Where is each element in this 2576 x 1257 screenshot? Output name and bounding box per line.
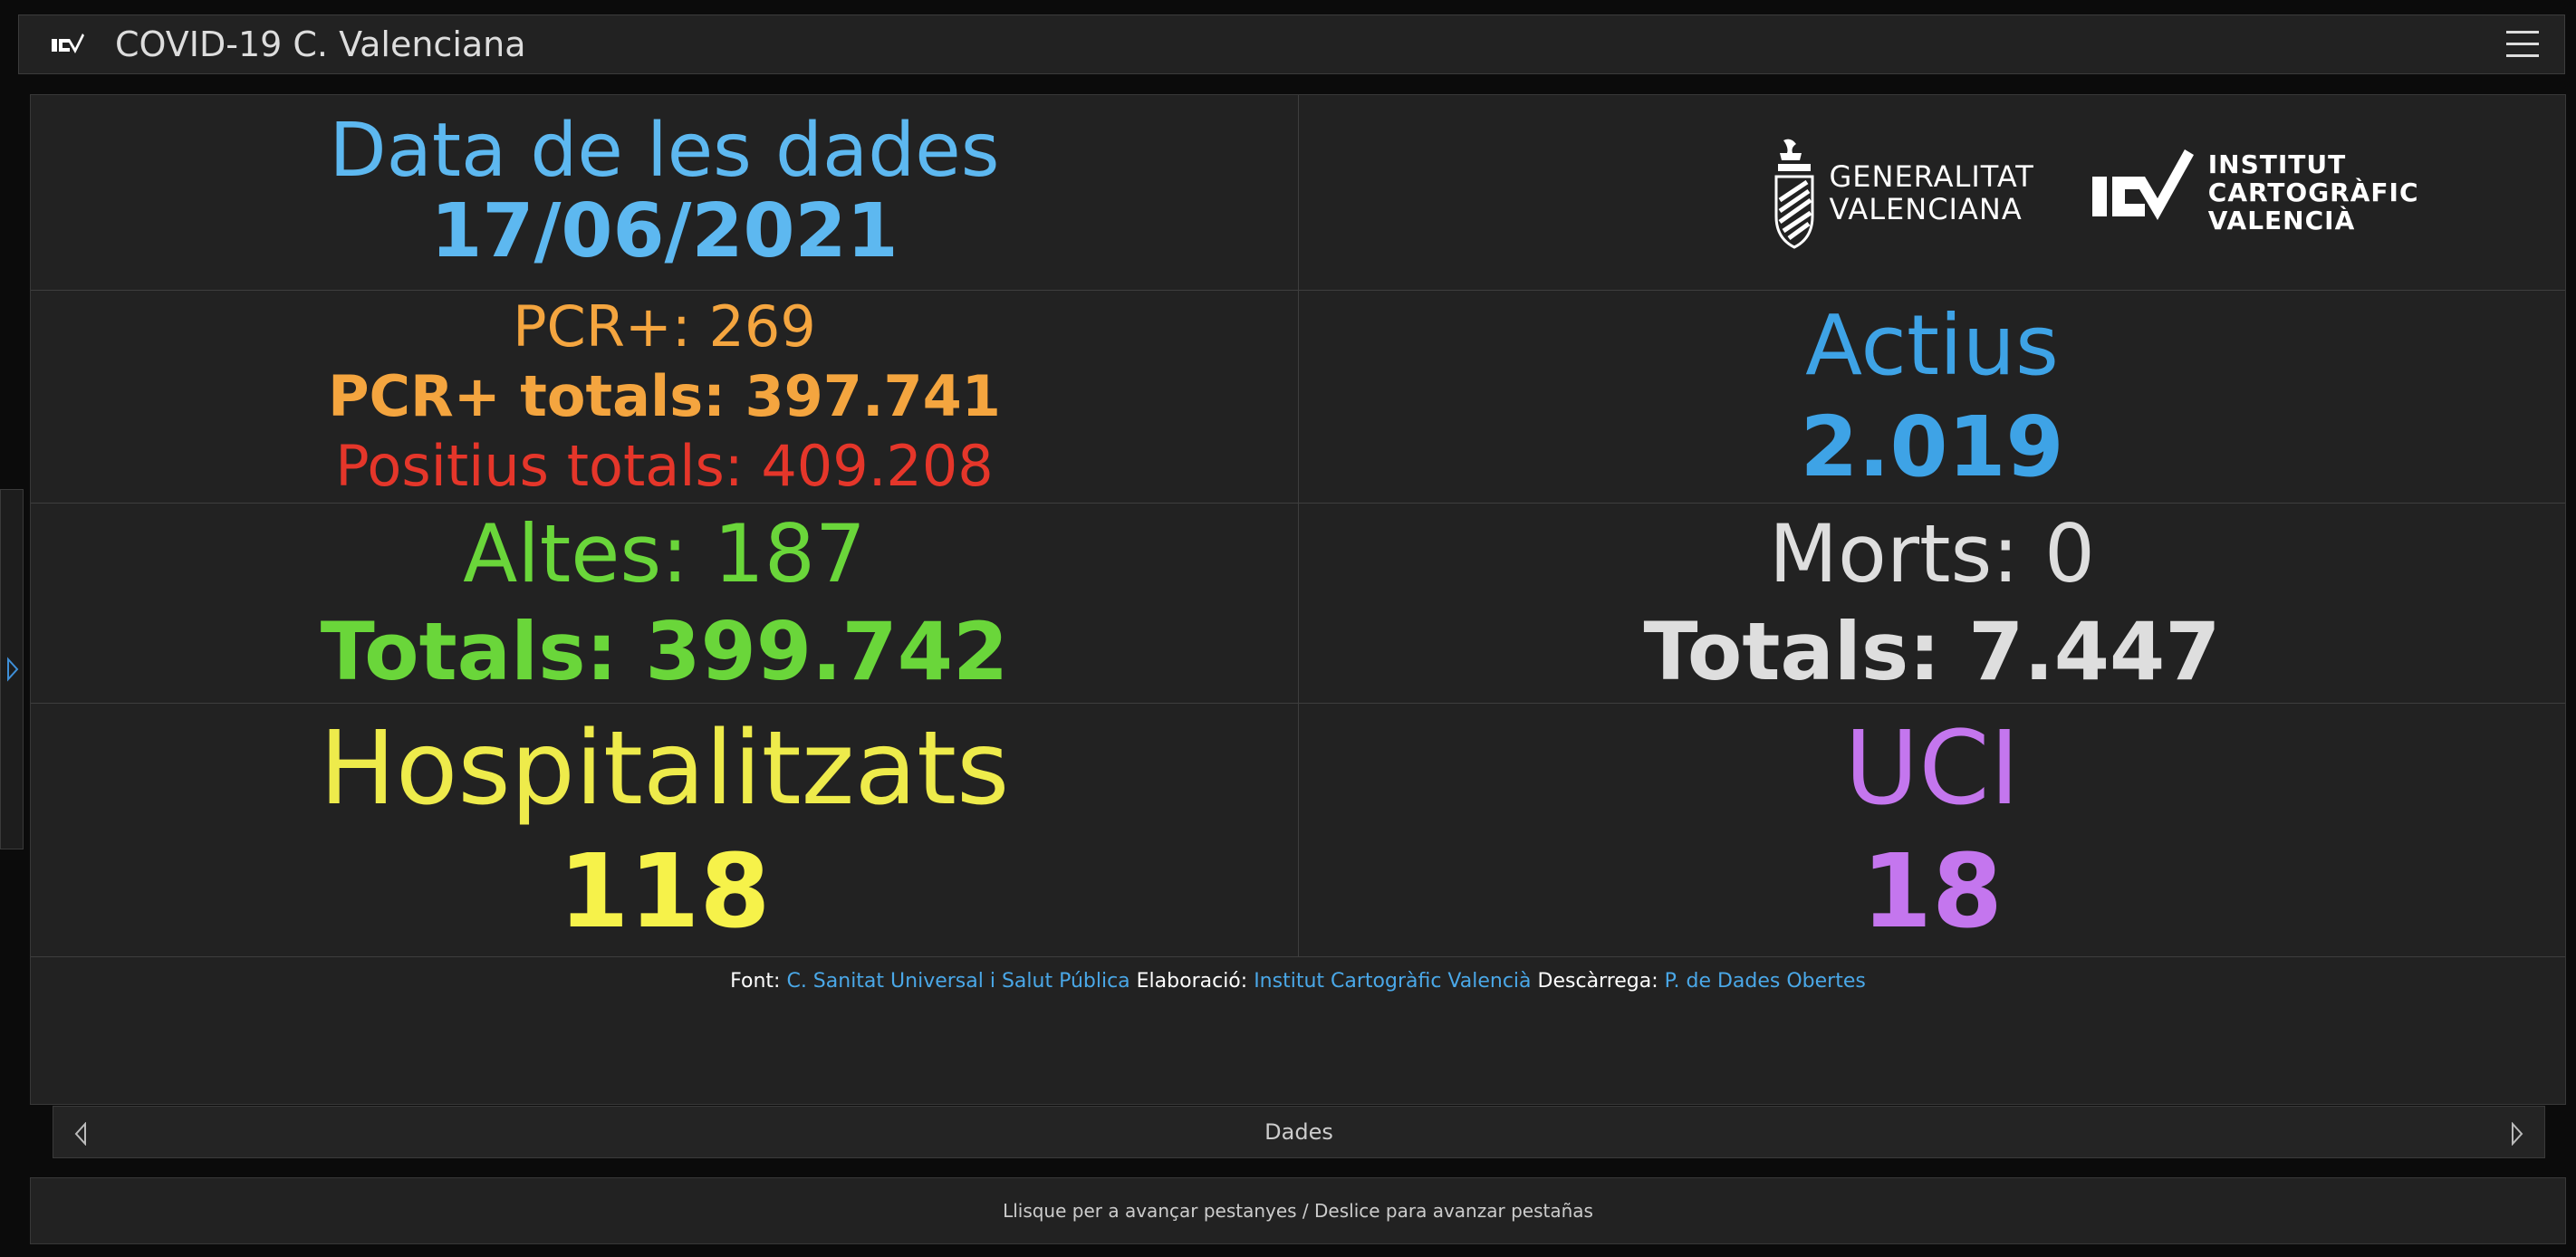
sidebar-toggle[interactable] xyxy=(0,489,24,849)
hospitalized-cell: Hospitalitzats 118 xyxy=(31,704,1299,957)
deaths-total: Totals: 7.447 xyxy=(1643,605,2221,698)
dashboard-panel: Data de les dades 17/06/2021 GENERALITAT… xyxy=(30,94,2566,1158)
logos: GENERALITAT VALENCIANA INSTITUT CARTOGRÀ… xyxy=(1771,137,2418,249)
previous-tab-button[interactable] xyxy=(73,1122,88,1146)
pcr-daily: PCR+: 269 xyxy=(513,293,816,360)
header-bar: COVID-19 C. Valenciana xyxy=(18,14,2565,74)
source-link[interactable]: C. Sanitat Universal i Salut Pública xyxy=(786,970,1130,993)
source-label: Font: xyxy=(730,970,781,993)
chevron-right-icon xyxy=(7,657,19,682)
icu-label: UCI xyxy=(1844,709,2020,828)
discharges-cell: Altes: 187 Totals: 399.742 xyxy=(31,504,1299,704)
gva-line-1: GENERALITAT xyxy=(1829,158,2034,194)
gva-logo-text: GENERALITAT VALENCIANA xyxy=(1829,160,2033,225)
download-link[interactable]: P. de Dades Obertes xyxy=(1664,970,1866,993)
swipe-hint-bar: Llisque per a avançar pestanyes / Deslic… xyxy=(30,1177,2566,1244)
pcr-cell: PCR+: 269 PCR+ totals: 397.741 Positius … xyxy=(31,291,1299,504)
stats-grid: Data de les dades 17/06/2021 GENERALITAT… xyxy=(31,95,2565,957)
logos-cell: GENERALITAT VALENCIANA INSTITUT CARTOGRÀ… xyxy=(1299,95,2565,291)
icv-logo-mark-icon xyxy=(2091,149,2194,220)
data-date-cell: Data de les dades 17/06/2021 xyxy=(31,95,1299,291)
generalitat-valenciana-logo: GENERALITAT VALENCIANA xyxy=(1771,137,2033,249)
deaths-daily: Morts: 0 xyxy=(1769,507,2095,600)
hamburger-menu-icon[interactable] xyxy=(2504,28,2541,61)
icu-value: 18 xyxy=(1861,832,2003,951)
icv-line-2: CARTOGRÀFIC xyxy=(2207,178,2419,207)
data-date-label: Data de les dades xyxy=(329,107,1000,194)
active-value: 2.019 xyxy=(1800,398,2064,495)
icv-line-3: VALENCIÀ xyxy=(2207,206,2356,235)
made-by-label: Elaboració: xyxy=(1136,970,1248,993)
discharges-total: Totals: 399.742 xyxy=(320,605,1009,698)
icv-logo-text: INSTITUT CARTOGRÀFIC VALENCIÀ xyxy=(2208,150,2419,235)
institut-cartografic-logo: INSTITUT CARTOGRÀFIC VALENCIÀ xyxy=(2089,146,2419,240)
active-label: Actius xyxy=(1805,297,2059,394)
gva-shield-icon xyxy=(1774,139,1814,249)
pager-label: Dades xyxy=(1264,1119,1333,1145)
positives-total: Positius totals: 409.208 xyxy=(335,433,994,499)
icv-logo-icon[interactable] xyxy=(50,31,84,58)
pcr-total: PCR+ totals: 397.741 xyxy=(328,363,1001,429)
gva-line-2: VALENCIANA xyxy=(1829,191,2023,226)
made-by-link[interactable]: Institut Cartogràfic Valencià xyxy=(1254,970,1532,993)
swipe-hint-text: Llisque per a avançar pestanyes / Deslic… xyxy=(1003,1200,1593,1222)
download-label: Descàrrega: xyxy=(1537,970,1658,993)
active-cases-cell: Actius 2.019 xyxy=(1299,291,2565,504)
hospitalized-value: 118 xyxy=(558,832,771,951)
data-date-value: 17/06/2021 xyxy=(430,187,899,274)
discharges-daily: Altes: 187 xyxy=(463,507,866,600)
icv-line-1: INSTITUT xyxy=(2207,149,2347,179)
deaths-cell: Morts: 0 Totals: 7.447 xyxy=(1299,504,2565,704)
app-title: COVID-19 C. Valenciana xyxy=(115,24,526,64)
next-tab-button[interactable] xyxy=(2510,1122,2524,1146)
data-sources-footer: Font: C. Sanitat Universal i Salut Públi… xyxy=(31,970,2565,993)
icu-cell: UCI 18 xyxy=(1299,704,2565,957)
tab-pager: Dades xyxy=(53,1106,2545,1158)
hospitalized-label: Hospitalitzats xyxy=(319,709,1010,828)
